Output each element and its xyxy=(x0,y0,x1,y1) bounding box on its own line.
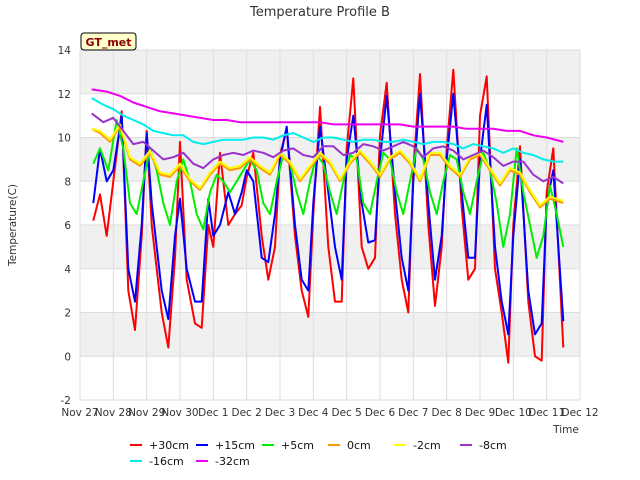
legend-label: +30cm xyxy=(149,439,189,452)
legend-label: -2cm xyxy=(413,439,441,452)
legend-label: -32cm xyxy=(215,455,250,468)
series-line-3 xyxy=(91,125,564,209)
legend-label: -8cm xyxy=(479,439,507,452)
y-tick-label: 12 xyxy=(58,89,71,101)
x-tick-label: Dec 4 xyxy=(298,407,329,419)
x-tick-label: Dec 8 xyxy=(431,407,461,419)
series-line-1 xyxy=(92,92,565,336)
grid-lines xyxy=(79,49,581,401)
x-tick-label: Dec 7 xyxy=(398,407,428,419)
x-tick-label: Dec 12 xyxy=(561,407,598,419)
y-tick-label: 8 xyxy=(64,176,71,188)
x-tick-label: Nov 28 xyxy=(95,407,132,419)
y-tick-label: 0 xyxy=(64,351,71,363)
chart-title: Temperature Profile B xyxy=(249,5,390,20)
y-tick-label: 6 xyxy=(64,220,71,232)
gt-met-badge-label: GT_met xyxy=(85,36,131,49)
y-tick-label: -2 xyxy=(61,395,71,407)
legend-label: -16cm xyxy=(149,455,184,468)
x-tick-label: Nov 30 xyxy=(161,407,198,419)
y-tick-label: 2 xyxy=(64,308,71,320)
series-line-4 xyxy=(91,123,564,207)
legend-label: 0cm xyxy=(347,439,371,452)
gt-met-badge: GT_met xyxy=(80,32,137,51)
x-tick-label: Nov 27 xyxy=(61,407,98,419)
y-tick-label: 14 xyxy=(58,45,72,57)
x-tick-label: Dec 1 xyxy=(198,407,228,419)
legend-label: +15cm xyxy=(215,439,255,452)
y-axis-label: Temperature(C) xyxy=(7,184,19,267)
y-axis-ticks: -2 0 2 4 6 8 10 12 14 xyxy=(58,45,72,407)
y-tick-label: 4 xyxy=(64,264,71,276)
x-tick-label: Dec 9 xyxy=(465,407,495,419)
x-tick-label: Dec 2 xyxy=(231,407,261,419)
series-lines xyxy=(91,68,565,364)
gt-met-badge-box xyxy=(80,32,137,51)
x-tick-label: Nov 29 xyxy=(128,407,165,419)
series-line-2 xyxy=(92,119,565,259)
series-line-6 xyxy=(91,97,564,163)
x-tick-label: Dec 6 xyxy=(365,407,396,419)
series-line-0 xyxy=(92,68,565,364)
x-tick-label: Dec 11 xyxy=(528,407,565,419)
x-tick-label: Dec 5 xyxy=(331,407,361,419)
series-line-5 xyxy=(91,112,564,185)
x-tick-label: Dec 10 xyxy=(495,407,532,419)
y-tick-label: 10 xyxy=(58,133,71,145)
x-axis-label: Time xyxy=(552,424,579,436)
series-line-7 xyxy=(91,88,564,143)
x-tick-label: Dec 3 xyxy=(265,407,295,419)
legend-label: +5cm xyxy=(281,439,314,452)
plot-band xyxy=(80,50,580,94)
legend: +30cm +15cm +5cm 0cm -2cm -8cm -16cm -32cm xyxy=(130,439,507,468)
